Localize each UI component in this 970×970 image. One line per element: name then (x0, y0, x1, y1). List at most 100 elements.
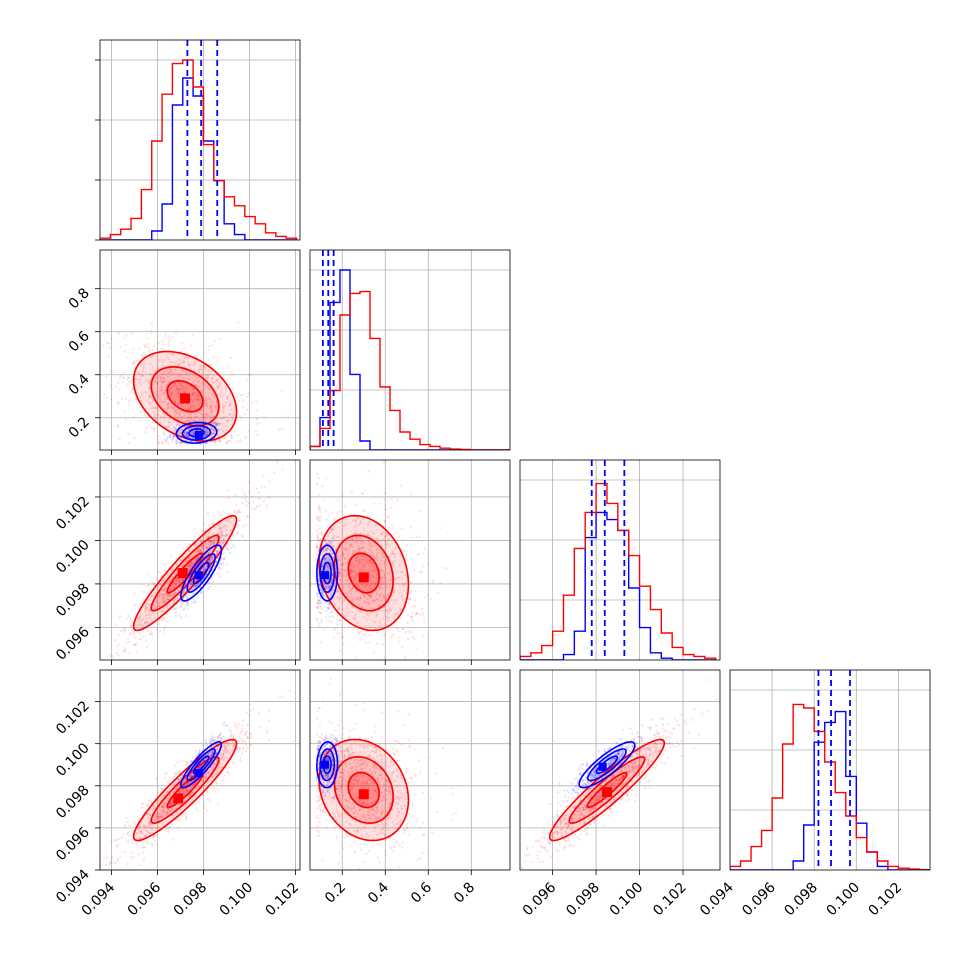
sample-point (151, 633, 153, 635)
sample-point (131, 363, 133, 365)
sample-point (333, 636, 335, 638)
histogram-panel-0 (95, 40, 300, 240)
sample-point (186, 596, 188, 598)
sample-point (233, 546, 235, 548)
sample-point (242, 724, 244, 726)
sample-point (240, 439, 242, 441)
sample-point (246, 396, 248, 398)
sample-point (234, 722, 236, 724)
sample-point (256, 434, 258, 436)
sample-point (318, 494, 320, 496)
sample-point (154, 843, 156, 845)
sample-point (130, 625, 132, 627)
blue-peak-marker (195, 571, 203, 579)
sample-point (222, 736, 224, 738)
sample-point (238, 724, 240, 726)
sample-point (187, 607, 189, 609)
sample-point (165, 333, 167, 335)
sample-point (130, 857, 132, 859)
sample-point (229, 552, 231, 554)
sample-point (147, 842, 149, 844)
sample-point (131, 842, 133, 844)
sample-point (116, 845, 118, 847)
grid-group (310, 250, 510, 450)
sample-point (231, 435, 233, 437)
sample-point (263, 500, 265, 502)
sample-point (155, 578, 157, 580)
sample-point (227, 367, 229, 369)
sample-point (146, 343, 148, 345)
sample-point (169, 825, 171, 827)
sample-point (76, 898, 78, 900)
scatter-panel-2-1 (310, 460, 510, 694)
sample-point (238, 400, 240, 402)
sample-point (165, 828, 167, 830)
sample-point (168, 345, 170, 347)
sample-point (237, 321, 239, 323)
sample-point (181, 442, 183, 444)
sample-point (174, 765, 176, 767)
sample-point (153, 428, 155, 430)
sample-point (127, 433, 129, 435)
sample-point (203, 807, 205, 809)
sample-point (113, 862, 115, 864)
sample-point (240, 511, 242, 513)
sample-point (145, 640, 147, 642)
sample-point (336, 624, 338, 626)
sample-point (223, 721, 225, 723)
sample-point (224, 437, 226, 439)
sample-point (152, 584, 154, 586)
sample-point (179, 760, 181, 762)
sample-point (233, 511, 235, 513)
sample-point (249, 732, 251, 734)
sample-point (142, 802, 144, 804)
grid-group (100, 40, 300, 240)
sample-point (249, 744, 251, 746)
sample-point (134, 637, 136, 639)
sample-point (116, 652, 118, 654)
sample-point (217, 360, 219, 362)
sample-point (128, 377, 130, 379)
sample-point (142, 847, 144, 849)
red-peak-marker (178, 568, 188, 578)
sample-point (163, 633, 165, 635)
sample-point (167, 436, 169, 438)
sample-point (255, 400, 257, 402)
sample-point (112, 855, 114, 857)
red-peak-marker (180, 393, 190, 403)
sample-point (339, 619, 341, 621)
sample-point (316, 543, 318, 545)
sample-point (263, 486, 265, 488)
sample-point (237, 530, 239, 532)
sample-point (134, 593, 136, 595)
sample-point (230, 730, 232, 732)
sample-point (222, 779, 224, 781)
sample-point (157, 439, 159, 441)
sample-point (237, 533, 239, 535)
sample-point (384, 504, 386, 506)
sample-point (230, 371, 232, 373)
sample-point (316, 596, 318, 598)
sample-point (318, 611, 320, 613)
sample-point (125, 397, 127, 399)
sample-point (129, 618, 131, 620)
sample-point (208, 345, 210, 347)
sample-point (133, 635, 135, 637)
sample-point (216, 782, 218, 784)
histogram-panel-1 (310, 250, 510, 450)
sample-point (125, 617, 127, 619)
sample-point (205, 741, 207, 743)
sample-point (247, 392, 249, 394)
sample-point (105, 376, 107, 378)
sample-point (178, 350, 180, 352)
sample-point (109, 655, 111, 657)
sample-point (259, 505, 261, 507)
panel-frame (730, 670, 930, 870)
sample-point (216, 573, 218, 575)
sample-point (174, 772, 176, 774)
sample-point (247, 737, 249, 739)
sample-point (183, 760, 185, 762)
sample-point (207, 798, 209, 800)
sample-point (163, 432, 165, 434)
sample-point (208, 524, 210, 526)
